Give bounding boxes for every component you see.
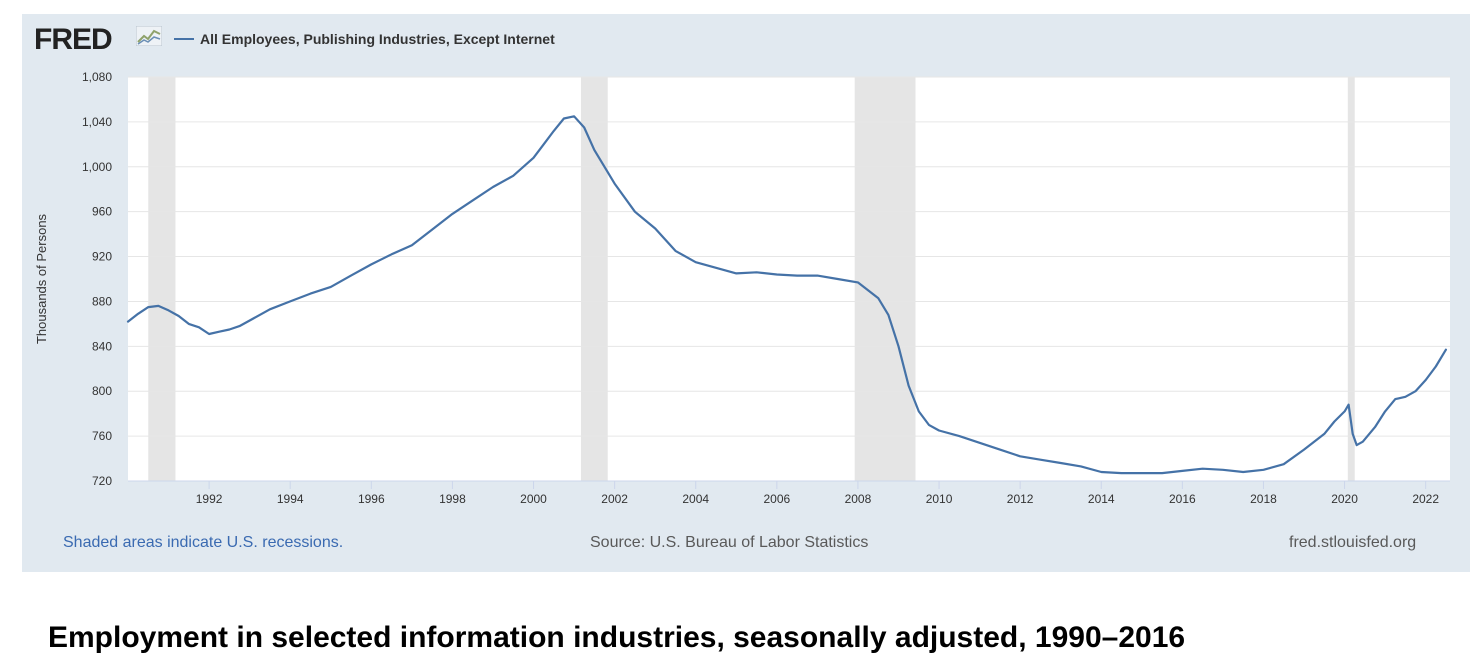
line-chart: 720 760 800 840 880 920 960 1,000 1,040 1,080 1992…	[34, 70, 1450, 506]
y-tick-label: 760	[92, 429, 112, 443]
x-tick-label: 2022	[1412, 492, 1439, 506]
x-tick-label: 2012	[1007, 492, 1034, 506]
x-tick-label: 1998	[439, 492, 466, 506]
fred-logo: FRED	[34, 23, 113, 56]
x-tick-label: 2020	[1331, 492, 1358, 506]
x-tick-label: 1992	[196, 492, 223, 506]
y-tick-label: 720	[92, 474, 112, 488]
x-tick-label: 1996	[358, 492, 385, 506]
y-tick-label: 1,040	[82, 115, 112, 129]
recession-band	[854, 77, 916, 481]
x-tick-label: 1994	[277, 492, 304, 506]
y-tick-label: 880	[92, 294, 112, 308]
recession-band	[148, 77, 176, 481]
x-tick-label: 2000	[520, 492, 547, 506]
recession-note: Shaded areas indicate U.S. recessions.	[63, 534, 344, 551]
plot-area	[128, 77, 1450, 481]
legend-swatch	[174, 38, 194, 40]
x-tick-label: 2014	[1088, 492, 1115, 506]
y-tick-label: 800	[92, 384, 112, 398]
x-tick-label: 2018	[1250, 492, 1277, 506]
chart-line-icon	[136, 26, 162, 46]
chart-panel: FRED All Employees, Publishing Industrie…	[22, 14, 1470, 572]
source-note: Source: U.S. Bureau of Labor Statistics	[590, 534, 869, 551]
x-tick-label: 2004	[682, 492, 709, 506]
recession-band	[580, 77, 608, 481]
y-tick-label: 960	[92, 205, 112, 219]
y-axis-label: Thousands of Persons	[34, 213, 49, 344]
y-tick-label: 840	[92, 339, 112, 353]
legend-label: All Employees, Publishing Industries, Ex…	[200, 31, 555, 47]
legend: All Employees, Publishing Industries, Ex…	[174, 31, 555, 47]
x-tick-label: 2010	[926, 492, 953, 506]
series-line	[126, 115, 1448, 475]
y-tick-label: 1,000	[82, 160, 112, 174]
y-tick-label: 1,080	[82, 70, 112, 84]
recession-band	[1347, 77, 1355, 481]
x-tick-label: 2016	[1169, 492, 1196, 506]
x-tick-label: 2006	[763, 492, 790, 506]
x-tick-label: 2002	[601, 492, 628, 506]
x-tick-label: 2008	[845, 492, 872, 506]
y-tick-label: 920	[92, 250, 112, 264]
figure-caption: Employment in selected information indus…	[48, 621, 1186, 654]
fred-url[interactable]: fred.stlouisfed.org	[1289, 534, 1417, 551]
